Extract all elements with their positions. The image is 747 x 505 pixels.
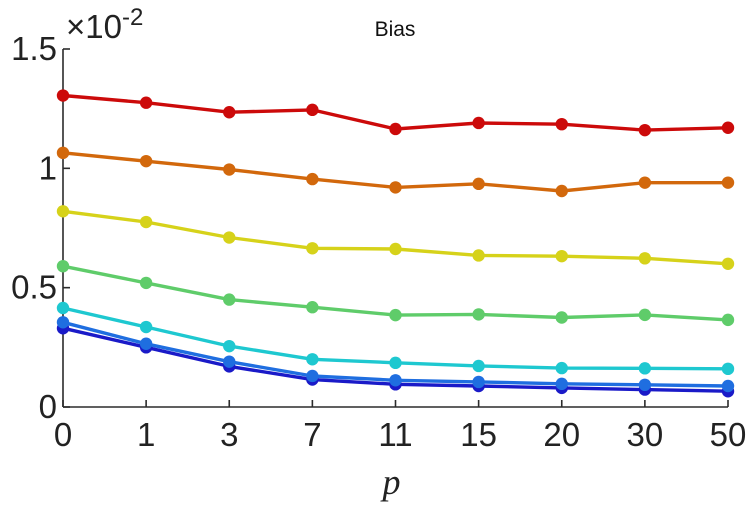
data-point — [472, 177, 485, 191]
data-point — [306, 369, 319, 383]
data-point — [306, 172, 319, 186]
data-point — [721, 121, 735, 134]
data-point — [389, 181, 402, 194]
x-tick-label: 20 — [543, 416, 580, 453]
series-layer — [56, 89, 735, 398]
data-point — [139, 337, 153, 350]
y-tick-label: 0 — [39, 388, 57, 425]
data-point — [223, 231, 236, 244]
x-tick-label: 0 — [54, 416, 72, 453]
y-multiplier-exponent: -2 — [122, 4, 143, 31]
series-7 — [56, 89, 735, 137]
data-point — [56, 89, 70, 102]
data-point — [721, 379, 735, 393]
data-point — [638, 308, 652, 322]
chart-title: Bias — [375, 18, 416, 41]
data-point — [56, 205, 70, 218]
x-tick-label: 50 — [710, 416, 747, 453]
data-point — [638, 362, 652, 375]
data-point — [223, 355, 236, 368]
series-line — [62, 209, 729, 266]
data-point — [139, 154, 153, 168]
data-point — [306, 353, 319, 366]
series-5 — [56, 205, 735, 270]
x-tick-label: 1 — [137, 416, 155, 453]
series-2 — [56, 316, 735, 393]
data-point — [555, 311, 568, 324]
y-tick-label: 1 — [39, 149, 57, 186]
data-point — [139, 215, 153, 229]
data-point — [56, 301, 70, 315]
data-point — [389, 356, 402, 370]
x-tick-label: 15 — [460, 416, 497, 453]
data-point — [472, 359, 485, 373]
data-point — [472, 116, 485, 130]
data-point — [638, 378, 652, 392]
x-tick-label: 3 — [220, 416, 238, 453]
data-point — [139, 96, 153, 109]
data-point — [555, 377, 568, 391]
data-point — [721, 313, 735, 327]
data-point — [389, 374, 402, 387]
data-point — [389, 122, 402, 136]
axes: 0 0.5 1 1.5 0 1 3 7 11 15 20 30 50 — [11, 30, 746, 453]
y-tick-label: 0.5 — [11, 269, 57, 306]
data-point — [721, 257, 735, 270]
data-point — [56, 316, 70, 329]
data-point — [638, 252, 652, 265]
data-point — [223, 106, 236, 119]
data-point — [555, 361, 568, 375]
data-point — [306, 242, 319, 255]
x-axis-label: p — [380, 462, 401, 502]
data-point — [389, 308, 402, 322]
data-point — [56, 259, 70, 273]
data-point — [638, 123, 652, 137]
series-3 — [56, 301, 735, 376]
data-point — [223, 339, 236, 353]
data-point — [389, 242, 402, 256]
data-point — [223, 163, 236, 176]
x-tick-label: 11 — [378, 416, 412, 453]
data-point — [638, 176, 652, 189]
data-point — [555, 249, 568, 263]
y-multiplier-base: ×10 — [66, 8, 122, 45]
data-point — [472, 308, 485, 321]
data-point — [555, 117, 568, 131]
data-point — [472, 375, 485, 389]
series-6 — [56, 146, 735, 198]
data-point — [223, 293, 236, 306]
y-tick-label: 1.5 — [11, 30, 57, 67]
data-point — [306, 301, 319, 314]
data-point — [721, 362, 735, 376]
data-point — [306, 103, 319, 117]
data-point — [139, 276, 153, 290]
x-tick-label: 30 — [627, 416, 664, 453]
data-point — [139, 320, 153, 334]
data-point — [472, 249, 485, 262]
data-point — [555, 184, 568, 198]
x-tick-label: 7 — [303, 416, 321, 453]
data-point — [56, 146, 70, 160]
series-4 — [56, 259, 735, 327]
y-multiplier: ×10-2 — [66, 4, 143, 45]
data-point — [721, 176, 735, 189]
